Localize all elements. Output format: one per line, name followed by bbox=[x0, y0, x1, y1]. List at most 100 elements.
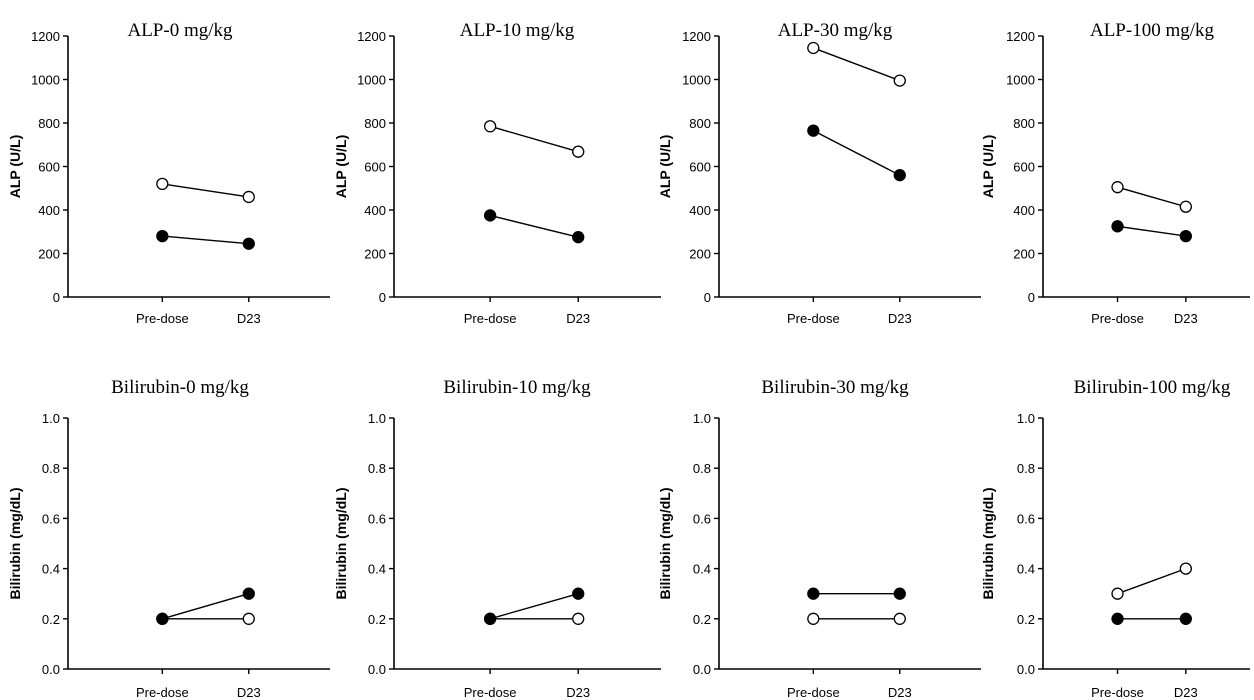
y-tick-label: 0.4 bbox=[1017, 562, 1035, 577]
x-tick-label: D23 bbox=[237, 685, 261, 700]
data-point-filled bbox=[485, 613, 496, 624]
y-tick-label: 0.6 bbox=[368, 511, 386, 526]
data-point-filled bbox=[243, 588, 254, 599]
y-tick-label: 0.2 bbox=[42, 612, 60, 627]
y-tick-label: 800 bbox=[689, 116, 711, 131]
x-tick-label: D23 bbox=[566, 685, 590, 700]
series-line-filled bbox=[1118, 226, 1186, 236]
x-tick-label: Pre-dose bbox=[464, 311, 517, 326]
y-tick-label: 1000 bbox=[1006, 73, 1035, 88]
y-tick-label: 1200 bbox=[357, 29, 386, 44]
y-tick-label: 600 bbox=[1013, 160, 1035, 175]
data-point-open bbox=[243, 191, 254, 202]
y-tick-label: 0 bbox=[379, 290, 386, 305]
series-line-filled bbox=[490, 215, 578, 237]
series-line-open bbox=[490, 126, 578, 151]
y-tick-label: 0.4 bbox=[693, 562, 711, 577]
x-tick-label: D23 bbox=[1174, 311, 1198, 326]
series-line-open bbox=[1118, 187, 1186, 207]
y-axis-label: Bilirubin (mg/dL) bbox=[7, 488, 23, 600]
data-point-open bbox=[243, 613, 254, 624]
panel-title: ALP-100 mg/kg bbox=[1090, 20, 1215, 41]
y-tick-label: 0.0 bbox=[368, 662, 386, 677]
y-tick-label: 1200 bbox=[682, 29, 711, 44]
x-tick-label: Pre-dose bbox=[464, 685, 517, 700]
x-tick-label: D23 bbox=[566, 311, 590, 326]
data-point-open bbox=[157, 178, 168, 189]
y-tick-label: 0.2 bbox=[1017, 612, 1035, 627]
series-line-open bbox=[162, 184, 248, 197]
y-tick-label: 1000 bbox=[682, 73, 711, 88]
panel-alp-0: ALP-0 mg/kg ALP (U/L) 0 200 400 600 800 1000 120… bbox=[7, 20, 330, 326]
data-point-open bbox=[808, 42, 819, 53]
data-point-filled bbox=[243, 238, 254, 249]
data-point-filled bbox=[1180, 231, 1191, 242]
data-point-open bbox=[894, 613, 905, 624]
y-axis-label: Bilirubin (mg/dL) bbox=[333, 488, 349, 600]
y-tick-label: 600 bbox=[689, 160, 711, 175]
y-tick-label: 0.0 bbox=[42, 662, 60, 677]
x-tick-label: D23 bbox=[237, 311, 261, 326]
y-tick-label: 0.6 bbox=[42, 511, 60, 526]
y-tick-label: 1200 bbox=[31, 29, 60, 44]
y-tick-label: 0.0 bbox=[1017, 662, 1035, 677]
data-point-filled bbox=[894, 170, 905, 181]
y-tick-label: 0.2 bbox=[693, 612, 711, 627]
y-tick-label: 0.2 bbox=[368, 612, 386, 627]
panel-title: Bilirubin-10 mg/kg bbox=[443, 377, 591, 398]
y-tick-label: 1.0 bbox=[693, 411, 711, 426]
y-tick-label: 600 bbox=[364, 160, 386, 175]
data-point-open bbox=[485, 121, 496, 132]
x-tick-label: Pre-dose bbox=[1091, 685, 1144, 700]
panel-bilirubin-3: Bilirubin-100 mg/kg Bilirubin (mg/dL) 0.0 0… bbox=[980, 377, 1250, 700]
x-tick-label: D23 bbox=[888, 685, 912, 700]
panel-title: ALP-0 mg/kg bbox=[127, 20, 233, 41]
series-line-filled bbox=[813, 131, 899, 176]
data-point-filled bbox=[573, 588, 584, 599]
y-tick-label: 200 bbox=[364, 247, 386, 262]
panel-alp-3: ALP-100 mg/kg ALP (U/L) 0 200 400 600 800 1000 1… bbox=[980, 20, 1250, 326]
y-tick-label: 400 bbox=[1013, 203, 1035, 218]
data-point-filled bbox=[485, 210, 496, 221]
y-tick-label: 200 bbox=[1013, 247, 1035, 262]
x-tick-label: Pre-dose bbox=[136, 685, 189, 700]
panel-bilirubin-1: Bilirubin-10 mg/kg Bilirubin (mg/dL) 0.0 0.… bbox=[333, 377, 661, 700]
x-tick-label: D23 bbox=[888, 311, 912, 326]
y-tick-label: 400 bbox=[38, 203, 60, 218]
y-tick-label: 1000 bbox=[357, 73, 386, 88]
panel-bilirubin-2: Bilirubin-30 mg/kg Bilirubin (mg/dL) 0.0 0.… bbox=[657, 377, 981, 700]
data-point-open bbox=[1180, 201, 1191, 212]
x-tick-label: Pre-dose bbox=[787, 685, 840, 700]
y-axis-label: ALP (U/L) bbox=[333, 135, 349, 199]
x-tick-label: D23 bbox=[1174, 685, 1198, 700]
panel-alp-1: ALP-10 mg/kg ALP (U/L) 0 200 400 600 800 1000 12… bbox=[333, 20, 661, 326]
y-tick-label: 1.0 bbox=[368, 411, 386, 426]
data-point-filled bbox=[808, 125, 819, 136]
series-line-open bbox=[813, 48, 899, 81]
series-line-filled bbox=[162, 594, 248, 619]
y-tick-label: 0 bbox=[704, 290, 711, 305]
y-axis-label: ALP (U/L) bbox=[980, 135, 996, 199]
panel-alp-2: ALP-30 mg/kg ALP (U/L) 0 200 400 600 800 1000 12… bbox=[657, 20, 981, 326]
y-tick-label: 1200 bbox=[1006, 29, 1035, 44]
panel-title: Bilirubin-100 mg/kg bbox=[1074, 377, 1231, 398]
data-point-open bbox=[894, 75, 905, 86]
data-point-filled bbox=[573, 232, 584, 243]
y-tick-label: 800 bbox=[364, 116, 386, 131]
x-tick-label: Pre-dose bbox=[136, 311, 189, 326]
panel-title: Bilirubin-30 mg/kg bbox=[761, 377, 909, 398]
series-line-filled bbox=[162, 236, 248, 244]
y-axis-label: ALP (U/L) bbox=[657, 135, 673, 199]
y-tick-label: 0.6 bbox=[1017, 511, 1035, 526]
data-point-filled bbox=[157, 231, 168, 242]
y-tick-label: 0.6 bbox=[693, 511, 711, 526]
y-tick-label: 800 bbox=[38, 116, 60, 131]
y-tick-label: 200 bbox=[38, 247, 60, 262]
data-point-filled bbox=[157, 613, 168, 624]
y-tick-label: 0 bbox=[53, 290, 60, 305]
y-tick-label: 1.0 bbox=[1017, 411, 1035, 426]
data-point-open bbox=[1112, 182, 1123, 193]
y-tick-label: 0 bbox=[1028, 290, 1035, 305]
y-tick-label: 1.0 bbox=[42, 411, 60, 426]
